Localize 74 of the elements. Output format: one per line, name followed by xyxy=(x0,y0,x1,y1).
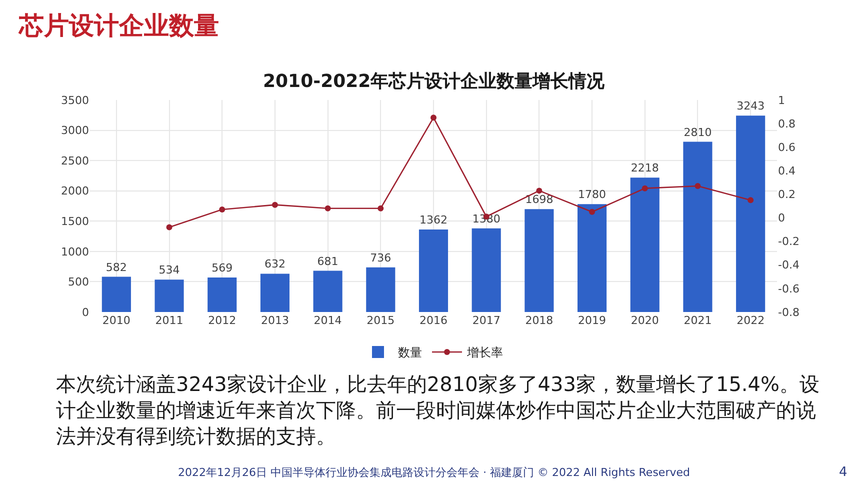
data-label: 681 xyxy=(317,254,338,268)
point xyxy=(166,224,172,230)
y-tick-label: 3500 xyxy=(61,94,89,107)
data-label: 582 xyxy=(106,260,127,274)
bar xyxy=(366,267,396,312)
bar xyxy=(102,276,131,312)
x-tick-label: 2010 xyxy=(102,314,130,327)
y2-tick-label: 0.6 xyxy=(778,140,796,154)
x-tick-label: 2020 xyxy=(630,314,659,327)
chart-subtitle: 2010-2022年芯片设计企业数量增长情况 xyxy=(263,71,606,92)
data-label: 2810 xyxy=(684,126,712,139)
y-tick-label: 3000 xyxy=(61,124,89,138)
bar xyxy=(683,142,712,312)
point xyxy=(430,114,436,121)
data-label: 1780 xyxy=(578,188,606,202)
point xyxy=(748,197,754,204)
y2-tick-label: -0.6 xyxy=(778,282,800,296)
bar xyxy=(630,178,660,312)
bar xyxy=(418,230,448,312)
data-label: 1362 xyxy=(420,214,448,226)
y-tick-label: 500 xyxy=(68,276,89,289)
x-tick-label: 2021 xyxy=(684,314,712,327)
x-tick-label: 2019 xyxy=(578,314,606,327)
y2-tick-label: -0.2 xyxy=(778,235,800,248)
data-label: 1698 xyxy=(525,193,554,206)
legend-label: 数量 xyxy=(398,346,422,360)
x-tick-label: 2022 xyxy=(736,314,765,327)
text: 2022年12月26日 中国半导体行业协会集成电路设计分会年会 · 福建厦门 © 2022 All Rights Reserved xyxy=(178,466,690,479)
x-tick-label: 2012 xyxy=(208,314,236,327)
x-tick-label: 2017 xyxy=(472,314,500,327)
x-tick-label: 2015 xyxy=(366,314,395,327)
data-label: 534 xyxy=(158,264,180,277)
data-label: 632 xyxy=(264,258,286,271)
data-label: 569 xyxy=(212,262,233,275)
chart-title: 芯片设计企业数量 xyxy=(18,10,219,40)
bar xyxy=(524,209,554,312)
y-tick-label: 2500 xyxy=(61,154,89,168)
bar xyxy=(154,280,184,312)
x-tick-label: 2014 xyxy=(314,314,342,327)
bar xyxy=(313,270,342,312)
y2-tick-label: 1 xyxy=(778,94,785,107)
y-tick-label: 2000 xyxy=(61,184,89,198)
point xyxy=(378,205,384,212)
y-tick-label: 1000 xyxy=(61,245,89,258)
point xyxy=(642,185,648,192)
y2-tick-label: -0.8 xyxy=(778,306,800,319)
y2-tick-label: -0.4 xyxy=(778,258,800,272)
bar xyxy=(578,204,607,312)
point xyxy=(324,205,331,212)
point xyxy=(536,188,542,194)
legend-label: 增长率 xyxy=(466,346,503,360)
x-tick-label: 2016 xyxy=(420,314,448,327)
data-label: 2218 xyxy=(630,162,659,175)
point xyxy=(219,206,226,213)
bar xyxy=(472,228,501,312)
y2-tick-label: 0.8 xyxy=(778,117,796,130)
data-label: 736 xyxy=(370,251,392,264)
bar xyxy=(260,274,290,312)
point xyxy=(272,202,278,208)
x-tick-label: 2018 xyxy=(525,314,554,327)
y2-tick-label: 0.4 xyxy=(778,164,796,178)
y2-tick-label: 0 xyxy=(778,212,785,225)
point xyxy=(694,182,701,189)
y2-tick-label: 0.2 xyxy=(778,188,796,202)
text: 4 xyxy=(839,465,848,480)
point xyxy=(589,208,596,215)
y-tick-label: 0 xyxy=(82,306,89,319)
data-label: 3243 xyxy=(736,100,765,113)
y-tick-label: 1500 xyxy=(61,214,89,228)
x-tick-label: 2013 xyxy=(260,314,289,327)
bar xyxy=(208,278,237,312)
x-tick-label: 2011 xyxy=(155,314,184,327)
text: 本次统计涵盖3243家设计企业，比去年的2810家多了433家，数量增长了15.4%。设计企业数量的增速近年来首次下降。前一段时间媒体炒作中国芯片企业大范围破产的说法并没有得到统计数据的支持。 xyxy=(56,372,820,448)
bar xyxy=(736,116,766,312)
